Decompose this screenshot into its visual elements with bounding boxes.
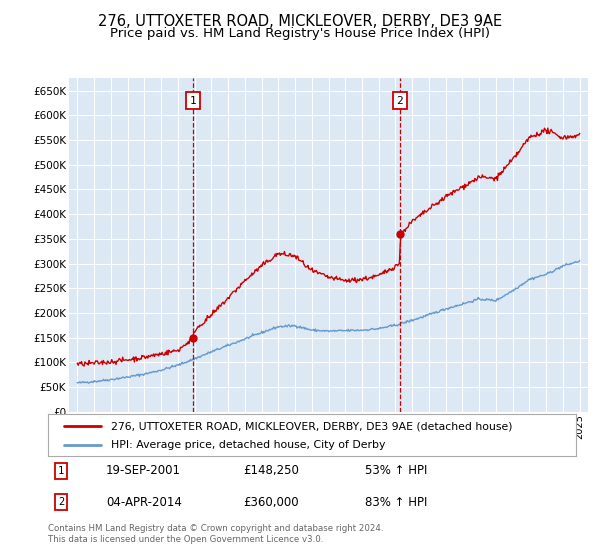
Text: 1: 1 <box>58 466 64 476</box>
Text: £360,000: £360,000 <box>244 496 299 509</box>
Text: 1: 1 <box>190 96 196 106</box>
Text: 53% ↑ HPI: 53% ↑ HPI <box>365 464 427 477</box>
Text: 2: 2 <box>396 96 403 106</box>
Text: 2: 2 <box>58 497 64 507</box>
Text: 04-APR-2014: 04-APR-2014 <box>106 496 182 509</box>
Text: 83% ↑ HPI: 83% ↑ HPI <box>365 496 427 509</box>
Text: 276, UTTOXETER ROAD, MICKLEOVER, DERBY, DE3 9AE: 276, UTTOXETER ROAD, MICKLEOVER, DERBY, … <box>98 14 502 29</box>
Text: Price paid vs. HM Land Registry's House Price Index (HPI): Price paid vs. HM Land Registry's House … <box>110 27 490 40</box>
Text: 276, UTTOXETER ROAD, MICKLEOVER, DERBY, DE3 9AE (detached house): 276, UTTOXETER ROAD, MICKLEOVER, DERBY, … <box>112 421 513 431</box>
Text: £148,250: £148,250 <box>244 464 299 477</box>
Text: Contains HM Land Registry data © Crown copyright and database right 2024.
This d: Contains HM Land Registry data © Crown c… <box>48 524 383 544</box>
Text: HPI: Average price, detached house, City of Derby: HPI: Average price, detached house, City… <box>112 440 386 450</box>
Text: 19-SEP-2001: 19-SEP-2001 <box>106 464 181 477</box>
